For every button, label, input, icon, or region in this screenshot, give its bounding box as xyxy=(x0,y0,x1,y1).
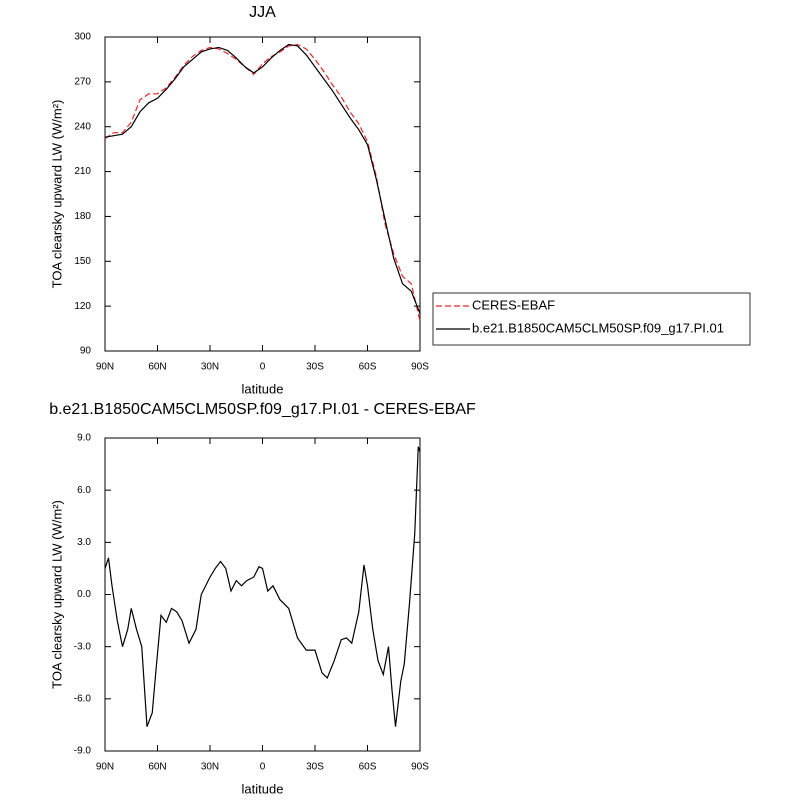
x-tick-label: 60N xyxy=(148,362,166,373)
x-tick-label: 30N xyxy=(201,362,219,373)
legend-label: b.e21.B1850CAM5CLM50SP.f09_g17.PI.01 xyxy=(472,320,724,335)
x-tick-label: 60S xyxy=(359,762,377,773)
legend-label: CERES-EBAF xyxy=(472,297,555,312)
chart-title: JJA xyxy=(249,4,276,21)
y-tick-label: 9.0 xyxy=(77,433,91,444)
x-axis-label: latitude xyxy=(242,781,284,796)
y-tick-label: 240 xyxy=(74,121,91,132)
x-tick-label: 90S xyxy=(411,362,429,373)
x-tick-label: 30S xyxy=(306,762,324,773)
y-tick-label: 180 xyxy=(74,211,91,222)
y-tick-label: 210 xyxy=(74,166,91,177)
x-tick-label: 30S xyxy=(306,362,324,373)
x-tick-label: 30N xyxy=(201,762,219,773)
y-axis-label: TOA clearsky upward LW (W/m²) xyxy=(49,500,64,689)
data-line xyxy=(104,43,421,314)
legend-box xyxy=(432,292,751,346)
plot-frame xyxy=(104,36,421,352)
y-tick-label: -3.0 xyxy=(74,641,92,652)
y-tick-label: 0.0 xyxy=(77,589,91,600)
y-tick-label: -9.0 xyxy=(74,746,92,757)
y-tick-label: 3.0 xyxy=(77,537,91,548)
x-tick-label: 0 xyxy=(260,762,266,773)
y-tick-label: 270 xyxy=(74,76,91,87)
x-tick-label: 60N xyxy=(148,762,166,773)
x-tick-label: 60S xyxy=(359,362,377,373)
y-tick-label: 300 xyxy=(74,32,91,43)
y-tick-label: 90 xyxy=(80,346,92,357)
x-tick-label: 90N xyxy=(96,362,114,373)
y-tick-label: -6.0 xyxy=(74,693,92,704)
x-tick-label: 90S xyxy=(411,762,429,773)
y-tick-label: 6.0 xyxy=(77,485,91,496)
data-line xyxy=(104,43,421,322)
x-tick-label: 0 xyxy=(260,362,266,373)
plot-frame xyxy=(104,437,421,752)
y-axis-label: TOA clearsky upward LW (W/m²) xyxy=(49,100,64,289)
y-tick-label: 150 xyxy=(74,256,91,267)
chart-title: b.e21.B1850CAM5CLM50SP.f09_g17.PI.01 - C… xyxy=(49,401,476,418)
x-tick-label: 90N xyxy=(96,762,114,773)
data-line xyxy=(104,446,421,727)
y-tick-label: 120 xyxy=(74,301,91,312)
x-axis-label: latitude xyxy=(242,381,284,396)
